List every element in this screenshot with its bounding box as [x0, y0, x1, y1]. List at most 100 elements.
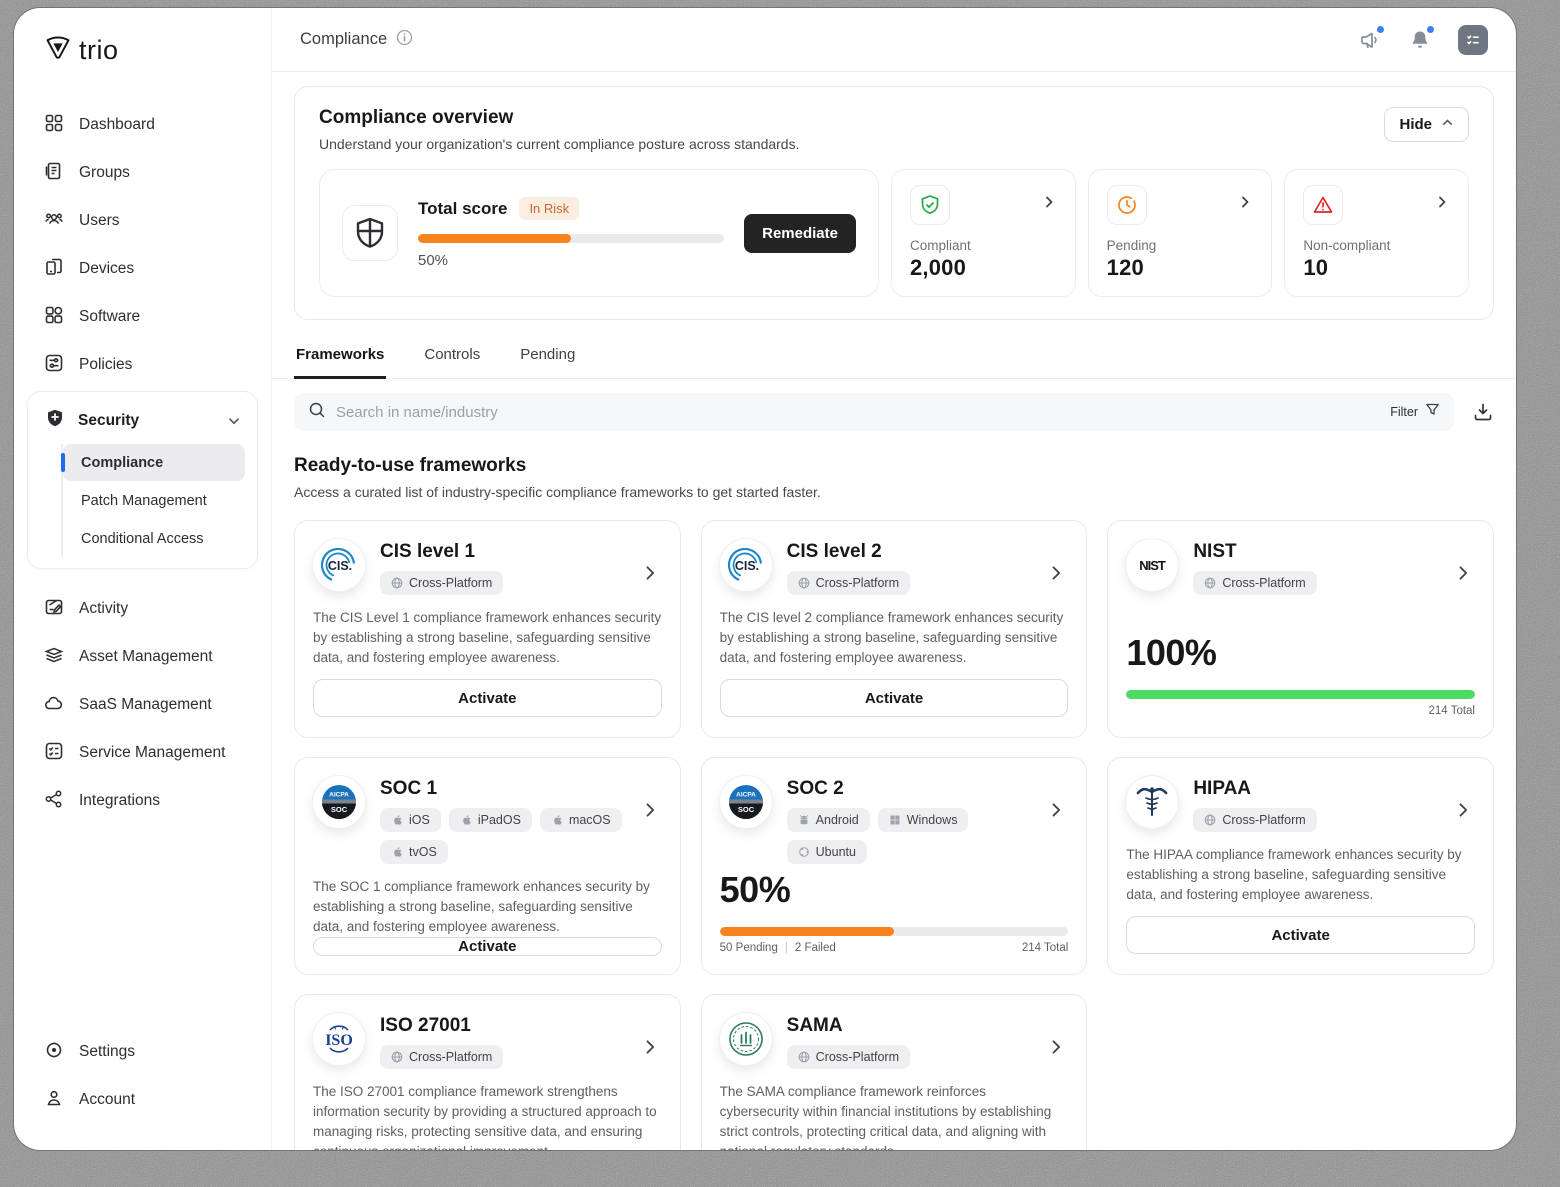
globe-icon [798, 1051, 810, 1063]
sidebar-item-asset-management[interactable]: Asset Management [14, 633, 271, 681]
overview-title: Compliance overview [319, 107, 514, 128]
activate-button[interactable]: Activate [313, 936, 662, 956]
score-shield-icon [342, 205, 398, 261]
sidebar-item-activity[interactable]: Activity [14, 585, 271, 633]
sidebar-item-devices[interactable]: Devices [14, 245, 271, 293]
framework-description: The ISO 27001 compliance framework stren… [313, 1084, 657, 1150]
globe-icon [1204, 577, 1216, 589]
download-icon[interactable] [1472, 401, 1494, 423]
chevron-right-icon[interactable] [640, 563, 660, 583]
checklist-icon [44, 741, 64, 766]
chevron-right-icon[interactable] [1046, 800, 1066, 820]
sidebar-nav-bottom: Settings Account [14, 1028, 271, 1124]
framework-percent: 100% [1126, 632, 1217, 673]
software-icon [44, 305, 64, 330]
sidebar-item-users[interactable]: Users [14, 197, 271, 245]
hide-button[interactable]: Hide [1384, 107, 1469, 142]
overview-subtitle: Understand your organization's current c… [319, 136, 800, 152]
cis-logo: CIS. [719, 539, 772, 591]
pending-stat-card[interactable]: Pending 120 [1087, 169, 1273, 297]
sidebar-item-security[interactable]: Security [28, 398, 257, 443]
framework-card-nist: NIST NIST Cross-Platform 100% [1107, 520, 1494, 738]
svg-text:AICPA: AICPA [329, 792, 349, 799]
chevron-right-icon[interactable] [1453, 800, 1473, 820]
chevron-right-icon[interactable] [1046, 563, 1066, 583]
sidebar-item-policies[interactable]: Policies [14, 341, 271, 389]
platform-badge: tvOS [380, 840, 448, 864]
bell-icon[interactable] [1408, 25, 1434, 52]
framework-card-soc-1: AICPA SOC SOC 1 iOS iPadOS macOS tvOS [294, 757, 681, 975]
android-icon [799, 815, 808, 825]
activate-button[interactable]: Activate [313, 679, 662, 717]
remediate-button[interactable]: Remediate [744, 213, 856, 253]
tab-frameworks[interactable]: Frameworks [294, 334, 387, 379]
chevron-right-icon[interactable] [1453, 563, 1473, 583]
main-area: Compliance Hide [272, 8, 1516, 1150]
platform-badge: Cross-Platform [380, 1045, 504, 1069]
sidebar-item-service-management[interactable]: Service Management [14, 729, 271, 777]
cis-logo: CIS. [313, 539, 365, 591]
sidebar-item-saas-management[interactable]: SaaS Management [14, 681, 271, 729]
framework-progress-fill [1126, 690, 1475, 699]
sidebar-item-label: Asset Management [79, 648, 213, 665]
chevron-right-icon[interactable] [640, 1037, 660, 1057]
platform-badge: Cross-Platform [786, 1045, 910, 1069]
total-score-label: Total score [418, 198, 508, 218]
sidebar-item-label: Devices [79, 260, 135, 277]
sidebar-item-label: Software [79, 308, 141, 325]
svg-text:CIS.: CIS. [328, 559, 352, 573]
tab-pending[interactable]: Pending [520, 346, 576, 363]
sidebar-item-account[interactable]: Account [14, 1076, 271, 1124]
platform-badge: iPadOS [448, 808, 532, 832]
chevron-right-icon[interactable] [640, 800, 660, 820]
frameworks-section-subtitle: Access a curated list of industry-specif… [294, 484, 821, 500]
devices-icon [44, 257, 64, 282]
filter-button[interactable]: Filter [1390, 402, 1440, 422]
activate-button[interactable]: Activate [1126, 916, 1475, 954]
framework-name: CIS level 1 [380, 541, 476, 562]
info-icon[interactable] [396, 29, 413, 51]
stat-label: Non-compliant [1303, 238, 1391, 253]
task-list-icon[interactable] [1458, 24, 1488, 55]
sidebar-item-label: Integrations [79, 792, 160, 809]
clock-icon [1106, 185, 1147, 225]
tab-controls[interactable]: Controls [424, 346, 481, 363]
sidebar-item-compliance[interactable]: Compliance [61, 444, 245, 481]
stat-value: 10 [1303, 255, 1329, 280]
stat-value: 120 [1106, 255, 1144, 280]
search-input[interactable] [336, 403, 1381, 421]
sidebar-item-label: SaaS Management [79, 696, 212, 713]
total-score-percent: 50% [418, 252, 449, 269]
sidebar-item-dashboard[interactable]: Dashboard [14, 101, 271, 149]
trio-logo: trio [44, 34, 271, 67]
activate-button[interactable]: Activate [719, 679, 1069, 717]
framework-description: The CIS Level 1 compliance framework enh… [313, 610, 662, 665]
sidebar-item-label: Compliance [81, 454, 164, 471]
sidebar-item-settings[interactable]: Settings [14, 1028, 271, 1076]
globe-icon [391, 577, 403, 589]
chevron-right-icon[interactable] [1046, 1037, 1066, 1057]
announcements-icon[interactable] [1358, 25, 1384, 52]
framework-card-iso-27001: ISO ISO 27001 Cross-Platform The ISO 270… [294, 994, 681, 1150]
cloud-icon [44, 693, 64, 718]
sidebar-item-patch-management[interactable]: Patch Management [63, 482, 245, 519]
framework-name: HIPAA [1193, 778, 1252, 799]
svg-text:CIS.: CIS. [735, 559, 759, 573]
sidebar-item-conditional-access[interactable]: Conditional Access [63, 520, 245, 557]
compliant-stat-card[interactable]: Compliant 2,000 [891, 169, 1076, 297]
platform-badge: Cross-Platform [380, 571, 504, 595]
framework-description: The SAMA compliance framework reinforces… [719, 1084, 1052, 1150]
shield-check-icon [910, 185, 950, 225]
sidebar-item-groups[interactable]: Groups [14, 149, 271, 197]
sidebar-item-software[interactable]: Software [14, 293, 271, 341]
non-compliant-stat-card[interactable]: Non-compliant 10 [1284, 169, 1470, 297]
framework-name: SAMA [786, 1015, 843, 1036]
search-box: Filter [294, 393, 1454, 431]
activity-icon [44, 597, 64, 622]
framework-name: CIS level 2 [786, 541, 882, 562]
sidebar-item-label: Security [78, 411, 140, 429]
sidebar-item-integrations[interactable]: Integrations [14, 777, 271, 825]
framework-card-sama: SAMA Cross-Platform The SAMA compliance … [700, 994, 1088, 1150]
brand-name: trio [79, 35, 119, 65]
sidebar-item-label: Conditional Access [81, 530, 204, 547]
